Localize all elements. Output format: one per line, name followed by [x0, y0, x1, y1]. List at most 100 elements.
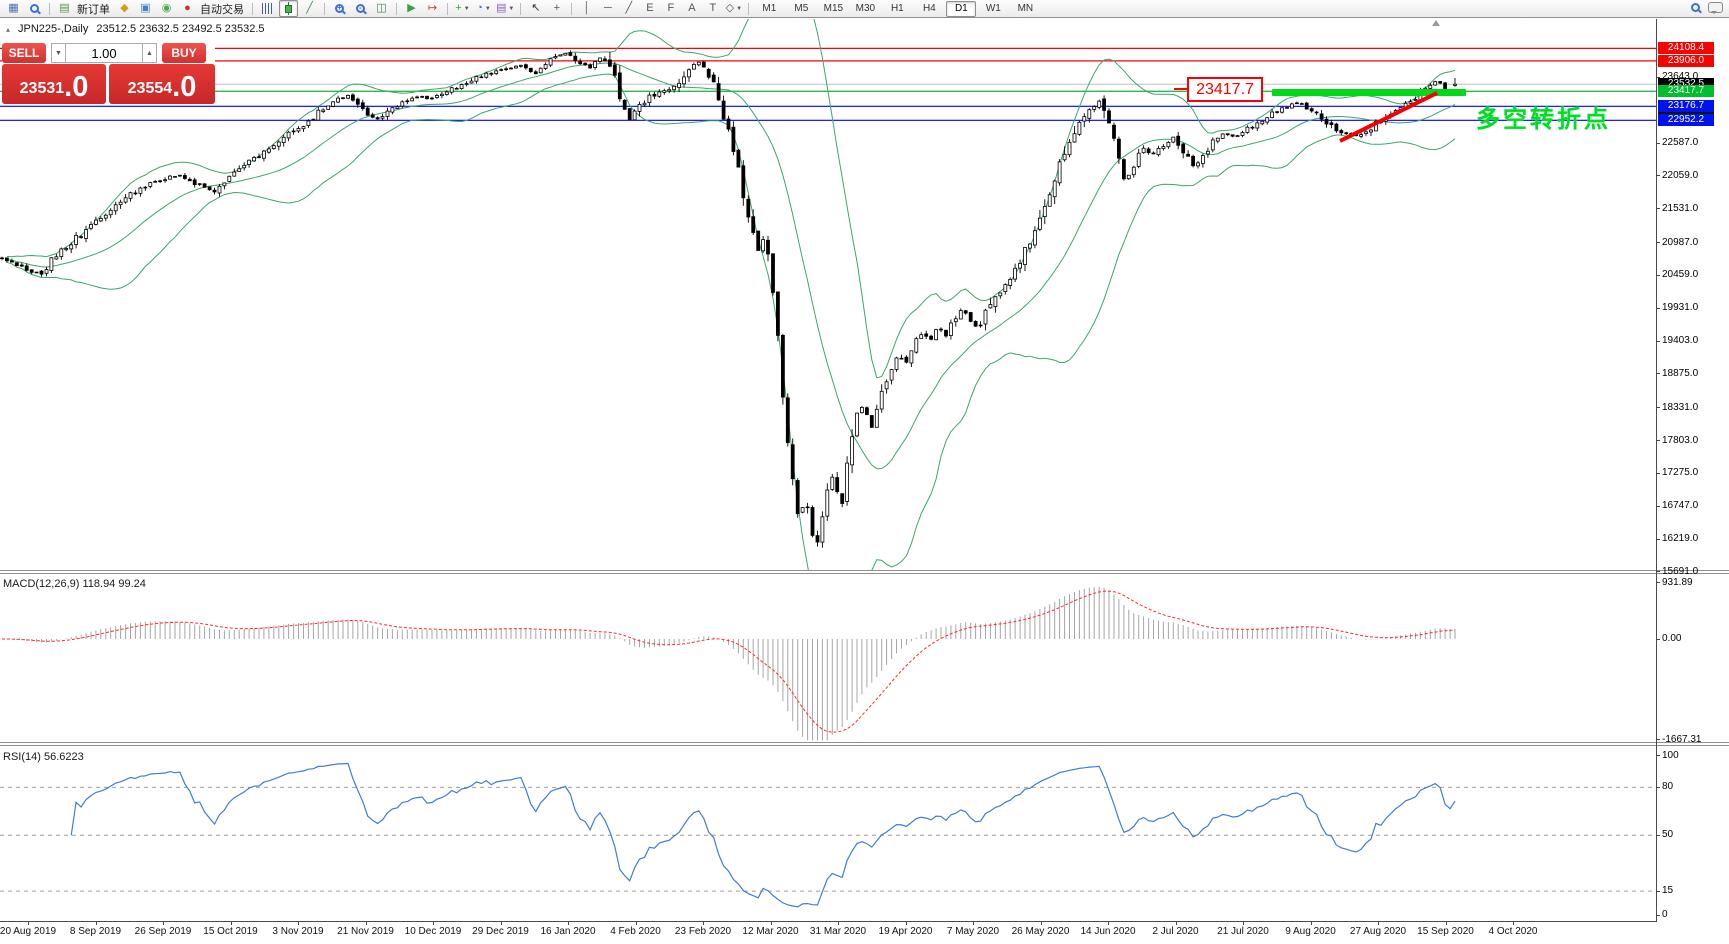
- candle-body: [39, 270, 44, 275]
- terminal-button[interactable]: ▣: [136, 0, 155, 17]
- candle-body: [810, 507, 815, 536]
- candle-body: [865, 407, 869, 415]
- timeframe-m30-button[interactable]: M30: [855, 3, 876, 14]
- search-icon[interactable]: [1691, 3, 1700, 12]
- date-axis-label: 3 Nov 2019: [272, 926, 324, 937]
- profiles-button[interactable]: [25, 0, 44, 17]
- signals-icon: ◉: [161, 2, 172, 14]
- candle-body: [177, 174, 182, 177]
- candlestick-icon: [284, 2, 293, 15]
- candle-body: [138, 187, 143, 194]
- timeframe-h4-button[interactable]: H4: [922, 3, 936, 14]
- candle-body: [1304, 102, 1309, 110]
- cursor-button[interactable]: ↖: [526, 0, 545, 17]
- panel-separator[interactable]: [0, 570, 1729, 571]
- line-chart-button[interactable]: ╱: [300, 0, 319, 17]
- main-chart[interactable]: [0, 19, 1656, 570]
- candle-body: [840, 493, 845, 504]
- candle-body: [514, 65, 518, 69]
- autotrading-button[interactable]: ●: [178, 0, 197, 17]
- new-order-button[interactable]: ▤: [55, 0, 74, 17]
- candle-body: [74, 234, 78, 245]
- horizontal-line-button[interactable]: ─: [598, 0, 617, 17]
- candle-body: [1107, 110, 1111, 124]
- volume-decrease-button[interactable]: ▼: [51, 43, 66, 63]
- templates-button[interactable]: ▤ ▼: [495, 0, 515, 17]
- trendline-button[interactable]: ╱: [619, 0, 638, 17]
- crosshair-button[interactable]: +: [547, 0, 566, 17]
- candle-body: [894, 357, 899, 370]
- timeframe-m5-button[interactable]: M5: [794, 3, 809, 14]
- text-button[interactable]: A: [682, 0, 701, 17]
- candle-body: [444, 91, 449, 95]
- chart-icon: ▴: [6, 24, 11, 34]
- auto-scroll-button[interactable]: ▶: [402, 0, 421, 17]
- bar-chart-button[interactable]: [258, 0, 277, 17]
- candle-body: [1344, 132, 1349, 135]
- candle-body: [1023, 247, 1027, 266]
- autotrading-button-label[interactable]: 自动交易: [200, 3, 244, 16]
- arrows-button[interactable]: ◇ ▼: [724, 0, 743, 17]
- candle-body: [756, 230, 761, 251]
- rsi-panel[interactable]: [0, 746, 1656, 920]
- timeframe-w1-button[interactable]: W1: [985, 3, 1001, 14]
- new-order-button-label[interactable]: 新订单: [77, 3, 110, 16]
- timeframe-m15-button[interactable]: M15: [823, 3, 844, 14]
- candle-body: [731, 126, 736, 152]
- candle-body: [1077, 121, 1082, 135]
- timeframe-mn-button[interactable]: MN: [1017, 3, 1034, 14]
- panel-separator[interactable]: [0, 573, 1729, 574]
- chat-icon[interactable]: [1708, 2, 1723, 14]
- panel-separator[interactable]: [0, 742, 1729, 743]
- buy-price-main: 23554: [127, 80, 173, 97]
- candle-body: [1334, 123, 1339, 132]
- candle-body: [355, 98, 360, 105]
- turning-point-note[interactable]: 多空转折点: [1476, 106, 1611, 133]
- fibonacci-button[interactable]: F: [661, 0, 680, 17]
- candle-body: [341, 97, 345, 100]
- buy-price-button[interactable]: 23554.0: [109, 64, 215, 104]
- volume-input[interactable]: 1.00: [66, 43, 142, 63]
- one-click-trading-widget: SELL ▼ 1.00 ▲ BUY 23531.0 23554.0: [2, 43, 215, 104]
- candlestick-button[interactable]: [279, 0, 298, 17]
- price-annotation-box[interactable]: 23417.7: [1187, 77, 1263, 102]
- panel-separator[interactable]: [0, 745, 1729, 746]
- candle-body: [1176, 135, 1181, 146]
- chart-shift-button[interactable]: ↦: [423, 0, 442, 17]
- zoom-out-button[interactable]: -: [351, 0, 370, 17]
- bollinger-band-line: [6, 62, 1456, 470]
- candle-body: [1171, 136, 1176, 143]
- sell-button[interactable]: SELL: [2, 43, 46, 63]
- label-button[interactable]: T: [703, 0, 722, 17]
- timeframe-h1-button[interactable]: H1: [890, 3, 904, 14]
- candle-body: [118, 201, 123, 206]
- buy-button[interactable]: BUY: [162, 43, 206, 63]
- volume-increase-button[interactable]: ▲: [142, 43, 157, 63]
- macd-panel[interactable]: [0, 574, 1656, 742]
- horizontal-line-icon: ─: [603, 2, 612, 14]
- zoom-in-button[interactable]: +: [330, 0, 349, 17]
- new-chart-button[interactable]: ▦: [4, 0, 23, 17]
- fibonacci-icon: F: [667, 2, 675, 14]
- signals-button[interactable]: ◉: [157, 0, 176, 17]
- date-axis-label: 23 Feb 2020: [674, 926, 732, 937]
- channel-button[interactable]: E: [640, 0, 659, 17]
- tile-windows-button[interactable]: ◫: [372, 0, 391, 17]
- timeframe-d1-button[interactable]: D1: [946, 0, 977, 17]
- periods-button[interactable]: ◔ ▼: [474, 0, 493, 17]
- timeframe-m1-button[interactable]: M1: [762, 3, 777, 14]
- metaeditor-button[interactable]: ◆: [115, 0, 134, 17]
- candle-body: [1126, 174, 1131, 180]
- bollinger-band-line: [6, 19, 1456, 379]
- candle-body: [850, 436, 854, 466]
- candle-body: [1082, 116, 1087, 122]
- candle-body: [652, 93, 657, 97]
- candle-body: [69, 244, 74, 250]
- trendline-icon: ╱: [625, 2, 633, 14]
- sell-price-button[interactable]: 23531.0: [2, 64, 106, 104]
- candle-body: [1260, 120, 1265, 125]
- vertical-line-button[interactable]: │: [577, 0, 596, 17]
- indicators-button[interactable]: + ▼: [453, 0, 472, 17]
- rsi-axis-tick: 50: [1662, 829, 1674, 841]
- new-order-icon: ▤: [59, 2, 70, 14]
